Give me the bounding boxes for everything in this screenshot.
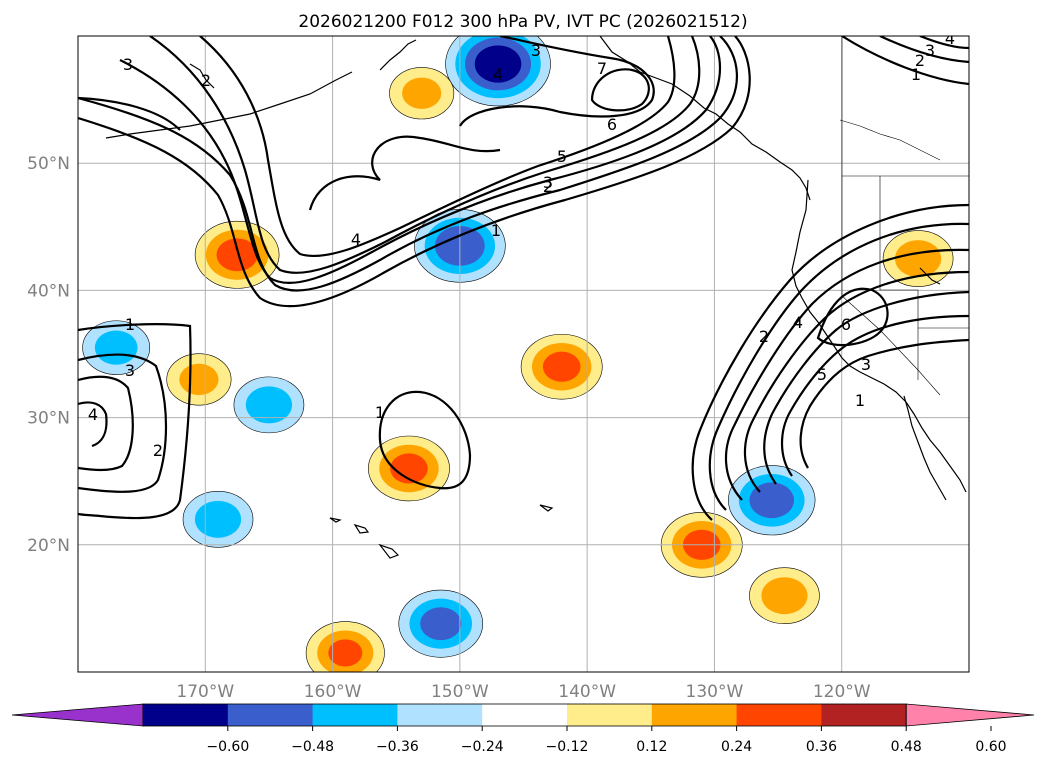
contour-value-label: 6 — [841, 315, 851, 334]
ivt-anomaly — [182, 491, 254, 548]
ivt-anomaly — [389, 67, 455, 120]
ivt-anomaly — [233, 376, 305, 434]
anomaly-level — [94, 330, 138, 365]
x-tick-label: 150°W — [431, 682, 489, 702]
y-tick-label: 50°N — [27, 154, 70, 174]
contour-value-label: 4 — [88, 405, 98, 424]
ivt-anomaly — [445, 36, 551, 107]
colorbar-tick-label: −0.36 — [376, 739, 419, 755]
colorbar-tick-label: 0.12 — [636, 739, 667, 755]
contour-value-label: 1 — [491, 221, 501, 240]
colorbar-extend-high — [905, 703, 1035, 727]
contour-value-label: 1 — [911, 65, 921, 84]
anomaly-level — [474, 45, 522, 83]
contour-value-label: 4 — [351, 230, 361, 249]
colorbar-tick-label: 0.36 — [806, 739, 837, 755]
anomaly-level — [542, 351, 581, 382]
state-borders — [839, 36, 969, 396]
colorbar: −0.60 −0.48 −0.36 −0.24 −0.12 0.12 0.24 0.36 0.4… — [11, 703, 1035, 755]
contour-value-label: 4 — [493, 65, 503, 84]
colorbar-segment — [821, 704, 907, 726]
colorbar-tick-label: −0.24 — [461, 739, 504, 755]
contour-value-label: 3 — [925, 41, 935, 60]
colorbar-segment — [397, 704, 483, 726]
ivt-anomaly — [749, 567, 820, 624]
map-background — [78, 36, 969, 672]
contour-value-label: 1 — [855, 391, 865, 410]
contour-value-label: 2 — [759, 327, 769, 346]
anomaly-level — [179, 363, 219, 396]
contour-value-label: 3 — [123, 55, 133, 74]
colorbar-segment — [651, 704, 738, 726]
contour-value-label: 7 — [597, 59, 607, 78]
ivt-anomaly — [398, 589, 484, 658]
ivt-anomaly — [520, 333, 603, 400]
colorbar-tick-label: 0.24 — [721, 739, 752, 755]
contour-value-label: 5 — [557, 147, 567, 166]
contour-value-label: 1 — [125, 315, 135, 334]
contour-value-label: 3 — [543, 173, 553, 192]
contour-value-label: 3 — [861, 355, 871, 374]
map-frame — [77, 35, 970, 673]
ivt-anomaly — [194, 220, 280, 289]
colorbar-tick-label: 0.60 — [975, 739, 1006, 755]
colorbar-segment — [736, 704, 822, 726]
anomaly-level — [194, 500, 242, 538]
contour-value-label: 2 — [153, 441, 163, 460]
colorbar-tick-label: −0.48 — [291, 739, 334, 755]
colorbar-extend-low — [11, 703, 144, 727]
x-tick-label: 140°W — [558, 682, 616, 702]
colorbar-tick-label: 0.48 — [891, 739, 922, 755]
anomaly-level — [245, 386, 293, 424]
contour-value-label: 3 — [531, 41, 541, 60]
anomaly-level — [761, 577, 808, 615]
anomaly-level — [402, 77, 442, 109]
y-tick-label: 30°N — [27, 409, 70, 429]
y-tick-label: 20°N — [27, 536, 70, 556]
colorbar-segment — [143, 704, 229, 726]
ivt-contours — [78, 36, 969, 521]
anomaly-level — [328, 639, 363, 667]
contour-value-label: 6 — [607, 115, 617, 134]
contour-value-label: 4 — [945, 29, 955, 48]
colorbar-segment — [482, 704, 568, 726]
x-tick-label: 170°W — [176, 682, 234, 702]
y-axis-ticks: 20°N 30°N 40°N 50°N — [27, 154, 70, 556]
contour-value-label: 2 — [201, 71, 211, 90]
ivt-anomaly — [305, 621, 385, 672]
anomaly-level — [894, 240, 942, 278]
colorbar-segment — [312, 704, 398, 726]
chart-title: 2026021200 F012 300 hPa PV, IVT PC (2026… — [298, 12, 747, 32]
x-tick-label: 120°W — [813, 682, 871, 702]
anomaly-level — [216, 238, 258, 272]
anomaly-level — [390, 453, 428, 484]
contour-value-label: 4 — [793, 313, 803, 332]
contour-value-label: 3 — [125, 361, 135, 380]
colorbar-outline — [142, 703, 907, 727]
anomaly-level — [420, 607, 462, 641]
ivt-anomaly — [882, 230, 954, 287]
colorbar-tick-label: −0.12 — [546, 739, 589, 755]
contour-value-label: 2 — [543, 177, 553, 196]
coastlines — [105, 36, 967, 559]
ivt-anomaly — [166, 353, 232, 406]
contour-value-label: 2 — [915, 51, 925, 70]
colorbar-segment — [227, 704, 314, 726]
colorbar-tick-label: −0.60 — [206, 739, 249, 755]
ivt-anomaly — [368, 435, 450, 502]
y-tick-label: 40°N — [27, 281, 70, 301]
contour-value-label: 1 — [375, 403, 385, 422]
contour-value-label: 5 — [817, 365, 827, 384]
colorbar-segment — [567, 704, 653, 726]
x-tick-label: 130°W — [686, 682, 744, 702]
x-tick-label: 160°W — [304, 682, 362, 702]
x-axis-ticks: 170°W 160°W 150°W 140°W 130°W 120°W — [176, 682, 870, 702]
